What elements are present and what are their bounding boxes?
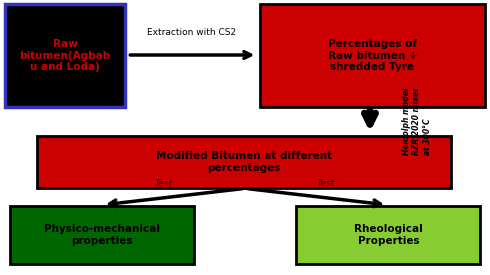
Text: Percentages of
Raw bitumen +
shredded Tyre: Percentages of Raw bitumen + shredded Ty… [328,39,417,72]
Text: Test: Test [317,179,335,188]
Text: Test: Test [155,179,173,188]
FancyBboxPatch shape [260,4,485,107]
Text: Raw
bitumen(Agbab
u and Loda): Raw bitumen(Agbab u and Loda) [19,39,111,72]
FancyBboxPatch shape [10,206,194,264]
Text: Physico-mechanical
properties: Physico-mechanical properties [44,224,160,246]
Text: Modified Bitumen at different
percentages: Modified Bitumen at different percentage… [156,152,332,173]
FancyBboxPatch shape [37,136,451,188]
Text: Extraction with CS2: Extraction with CS2 [147,28,236,37]
FancyBboxPatch shape [5,4,125,107]
Text: Heidolph model
RZR 2020 mixer
at 300°C: Heidolph model RZR 2020 mixer at 300°C [402,87,432,155]
Text: Rheological
Properties: Rheological Properties [354,224,423,246]
FancyBboxPatch shape [296,206,480,264]
